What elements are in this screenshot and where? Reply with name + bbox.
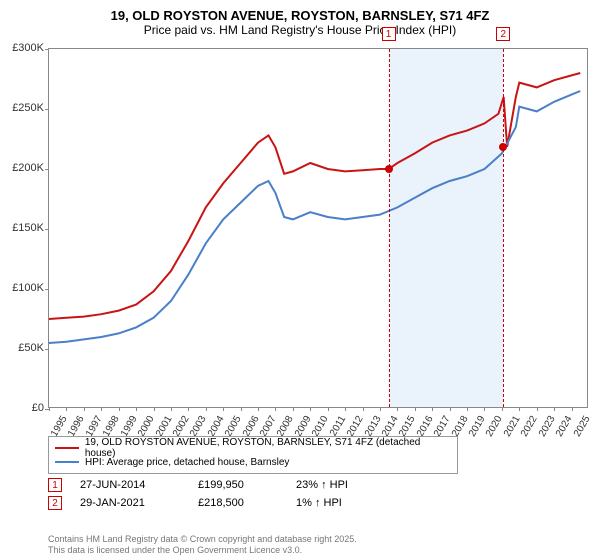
xtick <box>241 407 242 411</box>
marker-dot-1 <box>385 165 393 173</box>
xaxis-label: 2021 <box>502 414 523 439</box>
xtick <box>467 407 468 411</box>
series-hpi <box>49 91 580 343</box>
xtick <box>380 407 381 411</box>
xtick <box>84 407 85 411</box>
xtick <box>537 407 538 411</box>
xtick <box>275 407 276 411</box>
attribution-line2: This data is licensed under the Open Gov… <box>48 545 357 556</box>
transaction-delta: 1% ↑ HPI <box>296 497 342 509</box>
xtick <box>415 407 416 411</box>
transaction-delta: 23% ↑ HPI <box>296 479 348 491</box>
series-property <box>49 73 580 319</box>
yaxis-label: £100K <box>2 282 44 294</box>
transaction-date: 27-JUN-2014 <box>80 479 180 491</box>
transaction-price: £199,950 <box>198 479 278 491</box>
marker-dot-2 <box>499 143 507 151</box>
yaxis-label: £0 <box>2 402 44 414</box>
chart-lines <box>49 49 587 407</box>
yaxis-label: £50K <box>2 342 44 354</box>
marker-vline-1 <box>389 49 390 407</box>
legend-swatch <box>55 447 79 449</box>
legend-row: 19, OLD ROYSTON AVENUE, ROYSTON, BARNSLE… <box>55 441 451 455</box>
xtick <box>484 407 485 411</box>
xaxis-label: 2025 <box>572 414 593 439</box>
legend-swatch <box>55 461 79 463</box>
yaxis-label: £200K <box>2 162 44 174</box>
xaxis-label: 2011 <box>328 414 348 438</box>
xaxis-label: 2024 <box>554 414 575 439</box>
transaction-date: 29-JAN-2021 <box>80 497 180 509</box>
attribution-line1: Contains HM Land Registry data © Crown c… <box>48 534 357 545</box>
transaction-row: 2 29-JAN-2021 £218,500 1% ↑ HPI <box>48 496 348 510</box>
xaxis-label: 2022 <box>519 414 540 439</box>
transaction-row: 1 27-JUN-2014 £199,950 23% ↑ HPI <box>48 478 348 492</box>
xtick <box>154 407 155 411</box>
xaxis-label: 2020 <box>484 414 505 439</box>
xtick <box>49 407 50 411</box>
xtick <box>554 407 555 411</box>
xtick <box>136 407 137 411</box>
xtick <box>572 407 573 411</box>
xtick <box>66 407 67 411</box>
xtick <box>310 407 311 411</box>
legend-label: HPI: Average price, detached house, Barn… <box>85 457 289 468</box>
xtick <box>345 407 346 411</box>
transaction-marker: 2 <box>48 496 62 510</box>
xtick <box>519 407 520 411</box>
marker-label-2: 2 <box>496 27 510 41</box>
xtick <box>328 407 329 411</box>
xaxis-label: 2023 <box>537 414 558 439</box>
marker-vline-2 <box>503 49 504 407</box>
yaxis-label: £250K <box>2 102 44 114</box>
xtick <box>258 407 259 411</box>
xtick <box>293 407 294 411</box>
xtick <box>450 407 451 411</box>
chart-title-line1: 19, OLD ROYSTON AVENUE, ROYSTON, BARNSLE… <box>0 0 600 23</box>
chart-plot-area: 1995199619971998199920002001200220032004… <box>48 48 588 408</box>
yaxis-label: £300K <box>2 42 44 54</box>
yaxis-label: £150K <box>2 222 44 234</box>
xaxis-label: 2019 <box>467 414 488 439</box>
legend-box: 19, OLD ROYSTON AVENUE, ROYSTON, BARNSLE… <box>48 436 458 474</box>
transaction-marker: 1 <box>48 478 62 492</box>
xtick <box>101 407 102 411</box>
transactions-table: 1 27-JUN-2014 £199,950 23% ↑ HPI 2 29-JAN-202… <box>48 478 348 514</box>
attribution-text: Contains HM Land Registry data © Crown c… <box>48 534 357 556</box>
xtick <box>188 407 189 411</box>
xtick <box>363 407 364 411</box>
xtick <box>432 407 433 411</box>
transaction-price: £218,500 <box>198 497 278 509</box>
xtick <box>397 407 398 411</box>
xtick <box>502 407 503 411</box>
xtick <box>206 407 207 411</box>
marker-label-1: 1 <box>382 27 396 41</box>
xtick <box>223 407 224 411</box>
xtick <box>119 407 120 411</box>
xtick <box>171 407 172 411</box>
